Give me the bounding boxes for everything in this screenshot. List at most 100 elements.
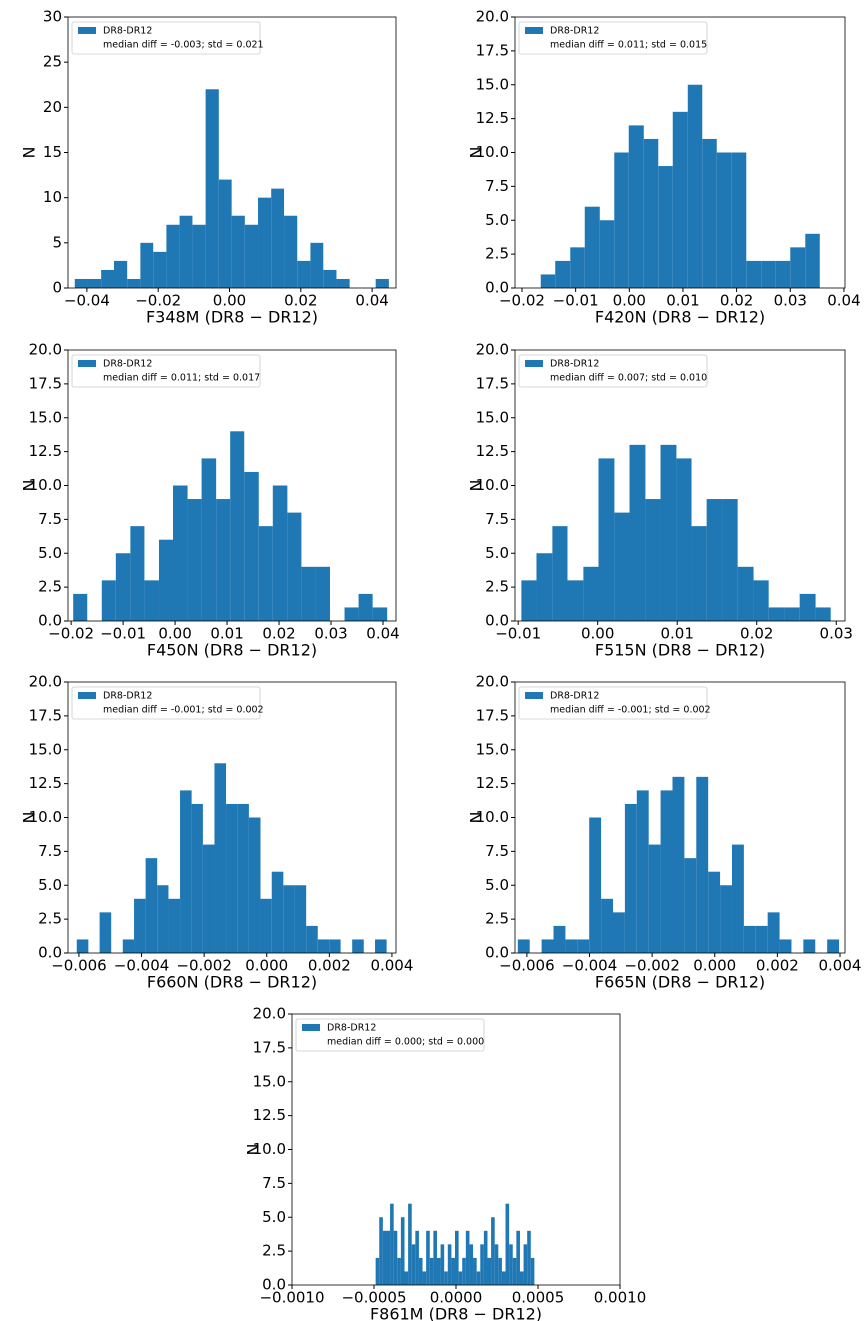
bar: [202, 844, 215, 953]
x-tick-label: −0.04: [64, 292, 110, 310]
bar: [390, 1203, 394, 1285]
bar: [565, 939, 578, 953]
legend-frame: [518, 21, 708, 55]
x-axis-label: F665N (DR8 − DR12): [595, 973, 765, 992]
y-axis-label: N: [20, 147, 39, 159]
bar: [540, 274, 556, 288]
bar: [216, 499, 231, 621]
annotation: median diff = -0.001; std = 0.002: [103, 705, 264, 716]
x-axis-label: F420N (DR8 − DR12): [595, 308, 765, 327]
x-tick-label: 0.02: [740, 625, 773, 643]
bar: [779, 939, 792, 953]
bar: [400, 1217, 405, 1285]
bar: [775, 260, 791, 288]
bar: [702, 138, 717, 288]
y-tick-label: 5.0: [38, 876, 62, 894]
x-axis-label: F861M (DR8 − DR12): [370, 1305, 542, 1321]
bar: [815, 607, 831, 621]
y-tick-label: 10.0: [253, 1140, 286, 1158]
y-tick-label: 2.5: [38, 578, 62, 596]
bar: [248, 817, 261, 953]
y-tick-label: 2.5: [485, 910, 509, 928]
x-tick-label: 0.00: [613, 292, 646, 310]
x-tick-label: −0.002: [176, 957, 232, 975]
bar: [205, 89, 219, 289]
y-tick-label: 0.0: [38, 944, 62, 962]
bar: [101, 580, 116, 621]
legend-frame: [71, 354, 261, 388]
bar: [494, 1244, 499, 1285]
bar: [636, 790, 649, 953]
bar: [536, 553, 553, 621]
bar: [358, 593, 373, 621]
bar: [598, 458, 615, 621]
x-axis-label: F515N (DR8 − DR12): [595, 641, 765, 660]
y-tick-label: 20.0: [476, 8, 509, 26]
legend-label: DR8-DR12: [550, 691, 599, 702]
bar: [553, 925, 566, 953]
y-axis-label: N: [20, 812, 39, 824]
bar: [260, 898, 272, 953]
bar: [455, 1230, 459, 1285]
bar: [422, 1271, 427, 1285]
y-tick-label: 15.0: [29, 408, 62, 426]
legend-frame: [295, 1018, 485, 1052]
bar: [122, 939, 135, 953]
legend-swatch: [302, 1024, 320, 1031]
annotation: median diff = -0.003; std = 0.021: [103, 40, 264, 51]
x-tick-label: −0.02: [135, 292, 181, 310]
bar: [258, 526, 273, 621]
bar: [706, 499, 723, 621]
panel: 0.0 2.5 5.0 7.5 10.0 12.5 15.0 17.5 20.0 −0.01 0.0…: [467, 341, 853, 660]
bar: [648, 844, 661, 953]
bar: [570, 247, 585, 288]
bar: [411, 1244, 416, 1285]
x-tick-label: −0.02: [499, 292, 545, 310]
bar: [73, 593, 88, 621]
y-tick-label: 17.5: [476, 41, 509, 59]
legend-label: DR8-DR12: [103, 359, 152, 370]
x-tick-label: −0.0005: [341, 1289, 406, 1307]
panel: 0.0 2.5 5.0 7.5 10.0 12.5 15.0 17.5 20.0 −0.02 −0.…: [20, 341, 400, 660]
bar: [753, 580, 769, 621]
bar: [462, 1257, 466, 1285]
y-tick-label: 30: [43, 8, 62, 26]
bar: [440, 1244, 445, 1285]
bar: [180, 790, 192, 953]
y-tick-label: 17.5: [253, 1038, 286, 1056]
annotation: median diff = 0.011; std = 0.015: [550, 40, 707, 51]
y-tick-label: 17.5: [29, 374, 62, 392]
bar: [696, 776, 709, 953]
bar: [628, 125, 644, 289]
x-axis-label: F348M (DR8 − DR12): [146, 308, 318, 327]
y-tick-label: 15.0: [253, 1072, 286, 1090]
bar: [767, 912, 780, 953]
bar: [144, 580, 159, 621]
bar: [465, 1230, 470, 1285]
bar: [612, 912, 625, 953]
bar: [352, 939, 364, 953]
bar: [418, 1257, 423, 1285]
legend-swatch: [525, 27, 543, 34]
legend-label: DR8-DR12: [550, 26, 599, 37]
x-tick-label: 0.03: [820, 625, 853, 643]
y-tick-label: 2.5: [262, 1242, 286, 1260]
legend-swatch: [78, 360, 96, 367]
bar: [336, 278, 350, 288]
bar: [317, 939, 330, 953]
y-tick-label: 10: [43, 188, 62, 206]
bar: [624, 803, 637, 953]
bar: [521, 580, 537, 621]
bar: [805, 233, 820, 288]
x-axis-label: F660N (DR8 − DR12): [147, 973, 317, 992]
bar: [577, 939, 590, 953]
bar: [530, 1257, 535, 1285]
bar: [601, 898, 613, 953]
legend-label: DR8-DR12: [327, 1023, 376, 1034]
x-tick-label: 0.00: [581, 625, 614, 643]
x-tick-label: −0.002: [624, 957, 680, 975]
bar: [192, 224, 206, 288]
x-tick-label: 0.01: [661, 625, 694, 643]
y-tick-label: 20.0: [29, 341, 62, 359]
y-tick-label: 5.0: [485, 211, 509, 229]
